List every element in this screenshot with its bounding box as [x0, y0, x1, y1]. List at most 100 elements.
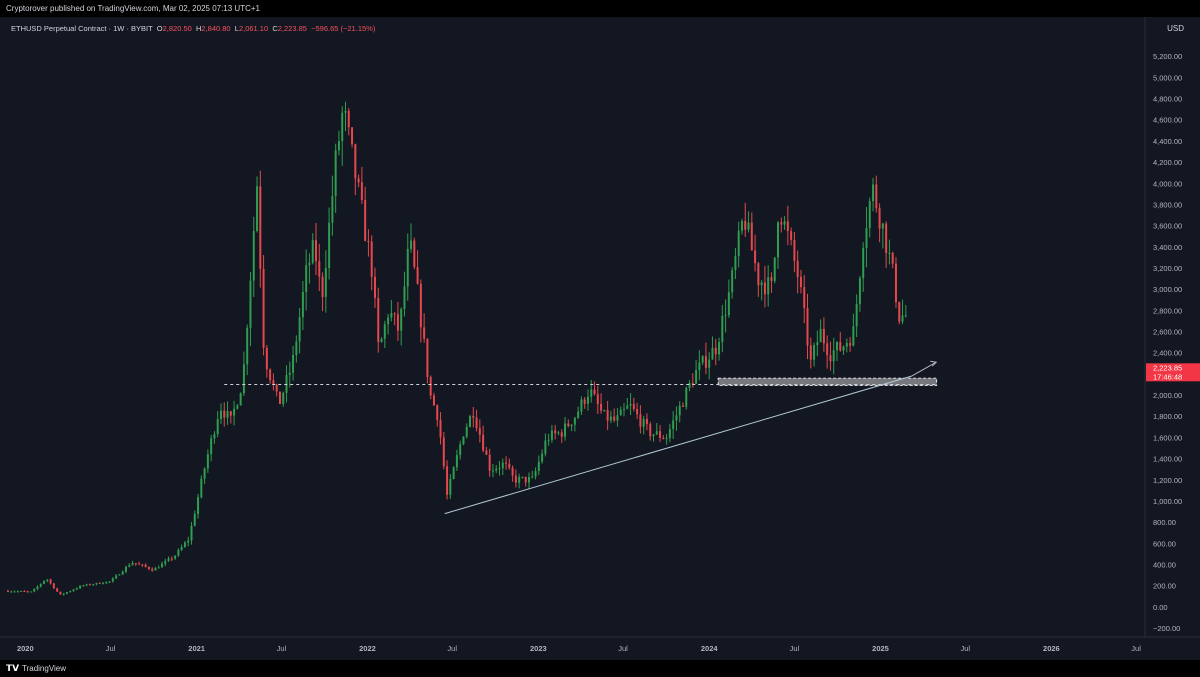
candle-body	[842, 346, 845, 351]
candle-body	[554, 430, 557, 434]
y-tick-label: 1,600.00	[1153, 433, 1182, 442]
candle-body	[763, 282, 766, 295]
y-tick-label: 4,800.00	[1153, 95, 1182, 104]
candle-body	[432, 395, 435, 406]
y-tick-label: 4,600.00	[1153, 116, 1182, 125]
candle-body	[393, 313, 396, 315]
candle-body	[527, 476, 530, 483]
candle-body	[505, 462, 508, 464]
x-tick-label: 2020	[17, 644, 34, 653]
candle-body	[167, 558, 170, 561]
candle-body	[367, 240, 370, 242]
candle-body	[305, 265, 308, 293]
candle-body	[95, 582, 98, 585]
candle-body	[835, 341, 838, 351]
candle-body	[446, 466, 449, 495]
candle-body	[616, 415, 619, 421]
candle-body	[678, 405, 681, 416]
candle-body	[26, 591, 29, 593]
y-tick-label: 4,400.00	[1153, 137, 1182, 146]
candle-body	[10, 591, 13, 593]
price-chart[interactable]: −200.00 0.00 200.00 400.00 600.00 800.00 1,000…	[0, 17, 1200, 660]
candle-body	[668, 429, 671, 438]
candle-body	[295, 341, 298, 355]
y-tick-label: 600.00	[1153, 539, 1176, 548]
current-price-badge	[1146, 363, 1200, 382]
candle-body	[691, 382, 694, 384]
candle-body	[328, 222, 331, 269]
candle-body	[118, 574, 121, 576]
y-tick-label: 3,600.00	[1153, 222, 1182, 231]
currency-unit: USD	[1167, 24, 1184, 33]
candle-body	[213, 434, 216, 439]
candle-body	[403, 286, 406, 309]
open-value: 2,820.50	[162, 24, 192, 33]
candle-body	[59, 591, 62, 595]
candle-body	[380, 338, 383, 342]
candle-body	[193, 513, 196, 526]
candle-body	[482, 434, 485, 451]
candle-body	[79, 585, 82, 589]
candle-body	[373, 276, 376, 298]
candle-body	[770, 277, 773, 281]
candle-body	[282, 392, 285, 405]
candle-body	[49, 579, 52, 584]
candle-body	[413, 240, 416, 267]
candle-body	[141, 564, 144, 566]
y-tick-label: −200.00	[1153, 624, 1180, 633]
open-label: O	[156, 24, 163, 33]
candle-body	[619, 409, 622, 416]
candle-body	[206, 454, 209, 469]
candle-body	[436, 405, 439, 420]
candle-body	[259, 186, 262, 269]
x-tick-label: Jul	[960, 644, 970, 653]
candle-body	[567, 423, 570, 427]
candle-body	[354, 144, 357, 179]
candle-body	[623, 408, 626, 410]
candle-body	[242, 364, 245, 394]
publish-info: Cryptorover published on TradingView.com…	[6, 4, 260, 13]
candle-body	[747, 222, 750, 230]
candle-body	[462, 436, 465, 445]
candle-body	[570, 424, 573, 427]
candle-body	[531, 476, 534, 478]
candle-body	[154, 567, 157, 571]
candle-body	[387, 317, 390, 325]
candle-body	[429, 377, 432, 396]
candle-body	[783, 221, 786, 225]
candle-body	[337, 141, 340, 151]
candle-body	[341, 112, 344, 142]
candle-body	[200, 478, 203, 498]
y-tick-label: 1,000.00	[1153, 497, 1182, 506]
candle-body	[351, 127, 354, 145]
y-tick-label: 400.00	[1153, 560, 1176, 569]
candle-body	[524, 476, 527, 483]
candle-body	[777, 222, 780, 258]
high-label: H	[195, 24, 202, 33]
candle-body	[98, 582, 101, 584]
candle-body	[603, 410, 606, 412]
chart-panel[interactable]: −200.00 0.00 200.00 400.00 600.00 800.00 1,000…	[0, 17, 1200, 660]
candle-body	[629, 404, 632, 406]
candle-body	[583, 399, 586, 404]
candle-body	[491, 470, 494, 472]
candle-body	[23, 591, 26, 593]
candle-body	[885, 223, 888, 254]
candle-body	[636, 408, 639, 415]
candle-body	[236, 405, 239, 409]
candle-body	[442, 437, 445, 467]
candle-body	[7, 590, 9, 592]
candle-body	[400, 308, 403, 331]
candle-body	[501, 462, 504, 469]
candle-body	[803, 287, 806, 309]
candle-body	[701, 356, 704, 363]
x-tick-label: 2024	[701, 644, 719, 653]
candle-body	[308, 262, 311, 266]
candle-body	[20, 591, 23, 593]
y-tick-label: 800.00	[1153, 518, 1176, 527]
candle-body	[878, 208, 881, 229]
candle-body	[754, 250, 757, 264]
candle-body	[121, 571, 124, 575]
candle-body	[455, 455, 458, 468]
close-value: 2,223.85	[277, 24, 307, 33]
